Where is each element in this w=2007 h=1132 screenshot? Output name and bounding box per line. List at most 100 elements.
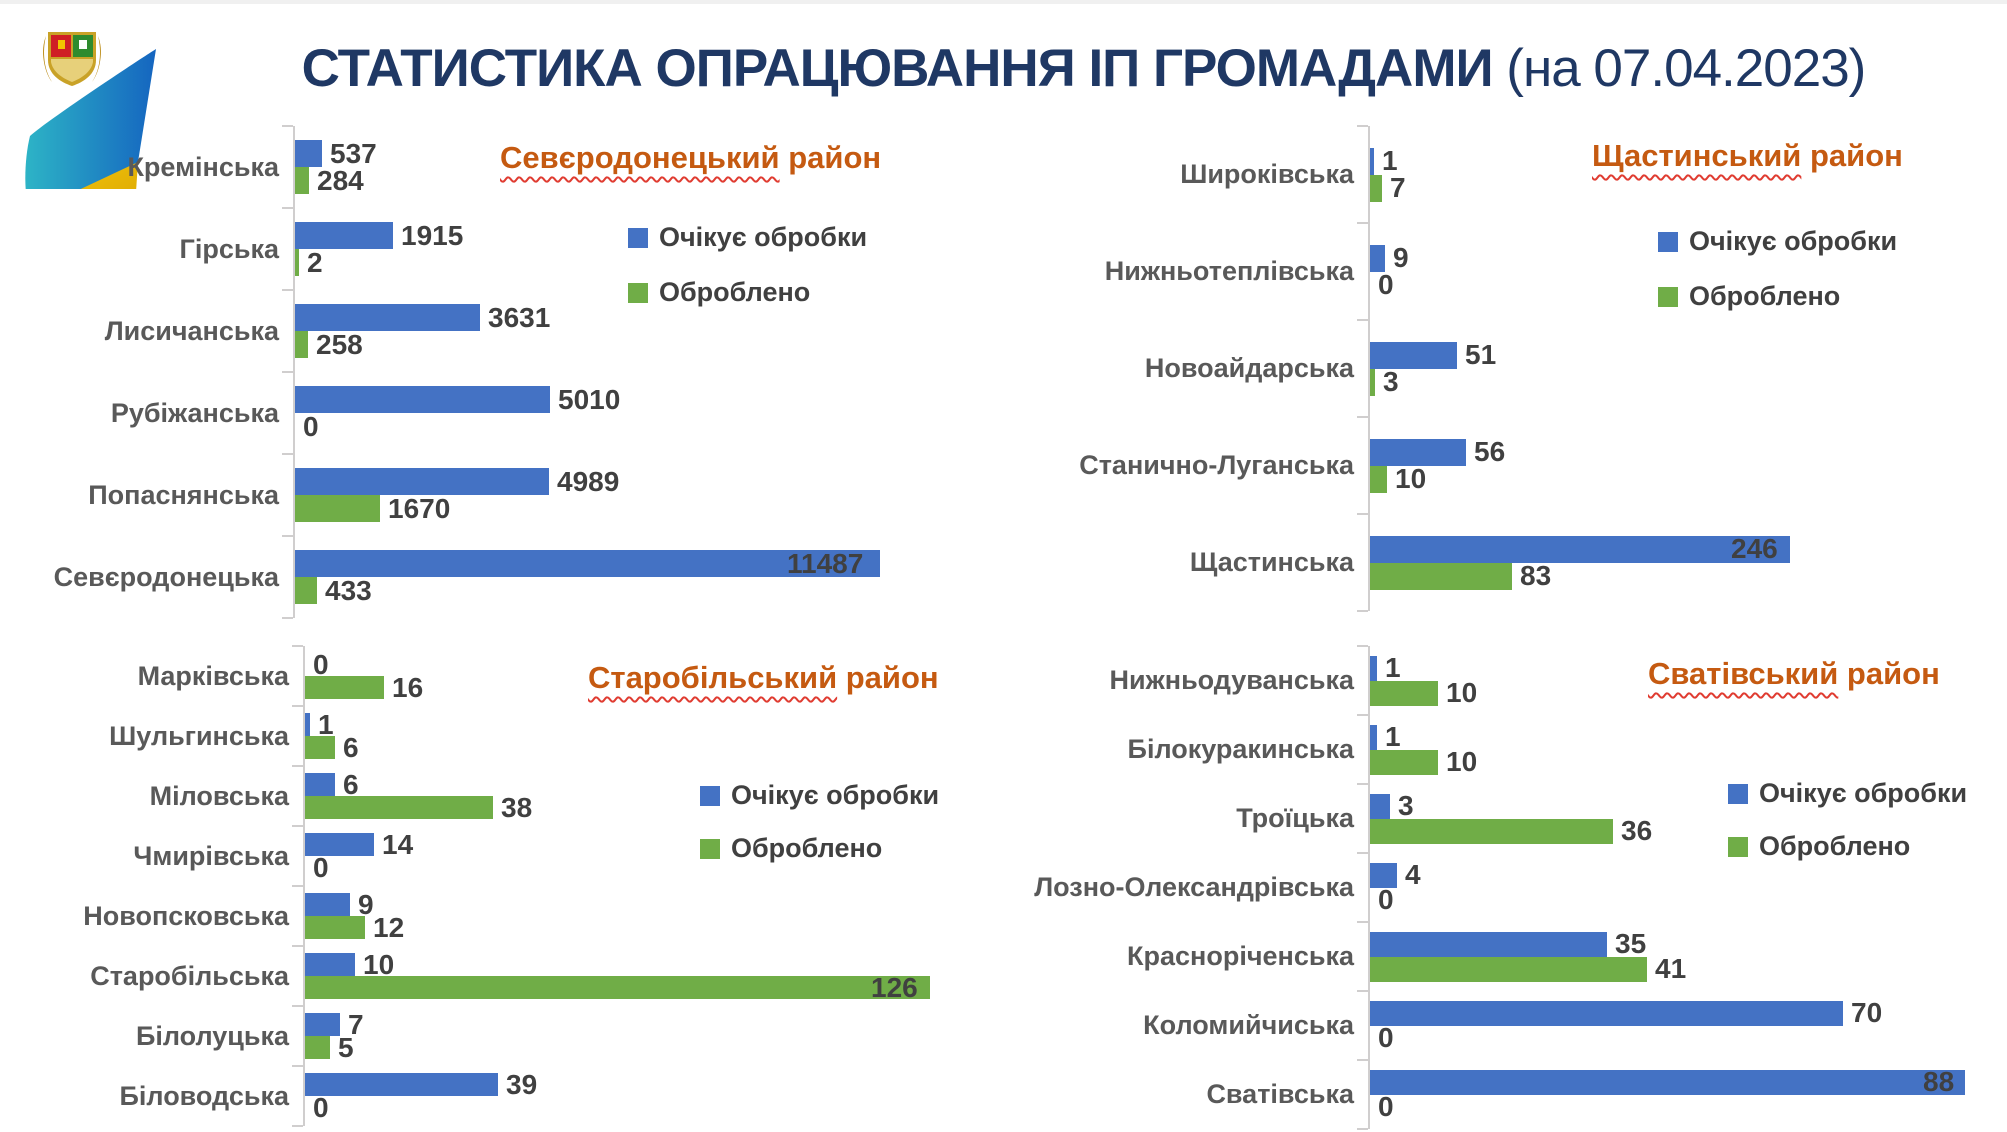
axis-tick — [282, 617, 293, 619]
value-label: 0 — [1378, 884, 1394, 915]
axis-tick — [292, 1065, 303, 1067]
processed-bar — [305, 1036, 330, 1059]
chart-row: Нижньодуванська 1 10 — [1040, 645, 1980, 715]
value-label: 1 — [318, 708, 334, 740]
value-label: 0 — [313, 648, 329, 680]
pending-bar — [1370, 931, 1607, 957]
axis-tick — [1357, 513, 1368, 515]
district-title: Щастинський район — [1592, 138, 1903, 173]
chart-rows: Нижньодуванська 1 10 Білокуракинська 1 10 Трої… — [1034, 645, 1980, 1130]
pending-bar — [305, 1073, 498, 1096]
legend-item-done: Оброблено — [700, 833, 939, 864]
plot-area: 10 126 — [292, 945, 945, 1006]
chart-row: Нижньотеплівська 9 0 — [1080, 222, 1970, 320]
plot-area: 14 0 — [292, 825, 945, 886]
chart-sievierodonetsk-district: Кремінська 537 284 Гірська 1915 2 Лисичанська 3… — [54, 125, 950, 623]
legend-swatch-green-icon — [628, 282, 648, 303]
pending-bar — [295, 550, 880, 577]
category-label: Марківська — [137, 660, 289, 691]
legend-label: Оброблено — [1759, 831, 1911, 861]
axis-tick — [1357, 222, 1368, 224]
value-label: 5 — [338, 1031, 354, 1063]
legend-item-done: Оброблено — [628, 277, 867, 308]
plot-area: 39 0 — [292, 1065, 945, 1127]
processed-bar — [1370, 818, 1613, 844]
chart-legend: Очікує обробки Оброблено — [1728, 778, 1967, 862]
chart-legend: Очікує обробки Оброблено — [628, 222, 867, 308]
legend-swatch-green-icon — [700, 838, 720, 859]
category-label: Лозно-Олександрівська — [1034, 872, 1354, 902]
plot-area: 3631 258 — [282, 289, 940, 372]
pending-bar — [1370, 862, 1397, 888]
chart-row: Шульгинська 1 6 — [40, 705, 945, 766]
axis-tick — [1357, 610, 1368, 612]
legend-item-wait: Очікує обробки — [1728, 778, 1967, 809]
pending-bar — [1370, 1069, 1965, 1095]
page-title-date: (на 07.04.2023) — [1492, 39, 1866, 98]
category-label: Нижньодуванська — [1109, 665, 1354, 695]
value-label: 16 — [392, 671, 424, 703]
axis-tick — [292, 885, 303, 887]
pending-bar — [305, 953, 355, 976]
processed-bar — [305, 916, 365, 939]
page-title: СТАТИСТИКА ОПРАЦЮВАННЯ ІП ГРОМАДАМИ (на … — [170, 38, 1997, 99]
legend-item-wait: Очікує обробки — [628, 222, 867, 253]
value-label: 7 — [348, 1008, 364, 1040]
value-label: 284 — [317, 164, 364, 196]
pending-bar — [1370, 793, 1390, 819]
plot-area: 5010 0 — [282, 371, 940, 454]
value-label: 258 — [316, 328, 363, 360]
pending-bar — [1370, 147, 1374, 175]
category-label: Лисичанська — [104, 315, 279, 346]
pending-bar — [1370, 438, 1466, 466]
chart-row: Гірська 1915 2 — [60, 207, 940, 290]
value-label: 2 — [307, 246, 323, 278]
axis-tick — [282, 207, 293, 209]
category-label: Білолуцька — [135, 1020, 289, 1051]
value-label: 6 — [343, 768, 359, 800]
legend-swatch-blue-icon — [700, 785, 720, 806]
chart-row: Міловська 6 38 — [40, 765, 945, 826]
value-label: 0 — [1378, 269, 1394, 300]
axis-tick — [292, 645, 303, 647]
plot-area: 1 10 — [1357, 645, 1980, 715]
district-title: Старобільський район — [588, 660, 939, 695]
chart-row: Коломийчиська 70 0 — [1040, 990, 1980, 1060]
axis-tick — [282, 371, 293, 373]
axis-tick — [292, 825, 303, 827]
pending-bar — [295, 222, 393, 249]
axis-tick — [292, 1005, 303, 1007]
value-label: 5010 — [558, 383, 621, 415]
category-label: Новопсковська — [83, 900, 289, 931]
value-label: 0 — [1378, 1091, 1394, 1122]
value-label: 83 — [1520, 560, 1552, 591]
category-label: Кремінська — [127, 151, 279, 182]
value-label: 1 — [1385, 721, 1401, 752]
pending-bar — [1370, 1000, 1843, 1026]
plot-area: 35 41 — [1357, 921, 1980, 991]
category-label: Троїцька — [1236, 803, 1354, 833]
processed-bar — [295, 249, 299, 276]
axis-tick — [1357, 1059, 1368, 1061]
processed-bar — [305, 736, 335, 759]
plot-area: 3 36 — [1357, 783, 1980, 853]
value-label: 88 — [1923, 1066, 1955, 1097]
axis-tick — [282, 125, 293, 127]
chart-rows: Широківська 1 7 Нижньотеплівська 9 0 Новоайдар… — [1079, 125, 1970, 612]
plot-area: 246 83 — [1357, 513, 1970, 612]
pending-bar — [305, 1013, 340, 1036]
legend-item-done: Оброблено — [1728, 831, 1967, 862]
processed-bar — [295, 167, 309, 194]
category-label: Міловська — [149, 780, 289, 811]
value-label: 56 — [1474, 436, 1506, 467]
processed-bar — [305, 796, 493, 819]
axis-tick — [1357, 714, 1368, 716]
value-label: 4 — [1405, 859, 1421, 890]
value-label: 1 — [1382, 145, 1398, 176]
value-label: 10 — [1446, 677, 1478, 708]
plot-area: 70 0 — [1357, 990, 1980, 1060]
